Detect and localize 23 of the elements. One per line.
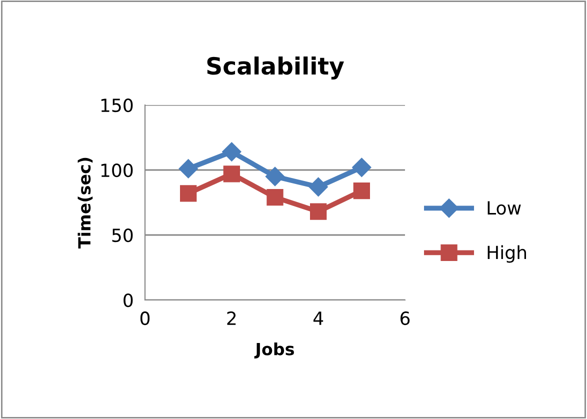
point — [352, 158, 372, 177]
chart-title: Scalability — [207, 56, 344, 80]
point — [353, 182, 370, 200]
x-axis-title: Jobs — [254, 342, 294, 358]
y-axis-title: Time(sec) — [78, 158, 93, 248]
x-tick-label: 0 — [140, 311, 150, 326]
point — [310, 203, 327, 220]
legend-label: High — [488, 245, 526, 263]
point — [223, 166, 240, 182]
y-tick-label: 50 — [112, 228, 133, 242]
x-tick-label: 6 — [400, 311, 410, 326]
point — [265, 166, 285, 186]
y-tick-label: 0 — [124, 293, 133, 308]
point — [308, 177, 328, 196]
point — [266, 188, 284, 206]
y-tick-label: 100 — [101, 163, 133, 178]
point — [180, 185, 197, 202]
legend-label: Low — [488, 201, 521, 215]
x-tick-label: 4 — [313, 312, 324, 325]
point — [178, 159, 198, 178]
x-tick-label: 2 — [227, 311, 236, 325]
point — [222, 142, 242, 162]
y-tick-label: 150 — [101, 98, 133, 112]
